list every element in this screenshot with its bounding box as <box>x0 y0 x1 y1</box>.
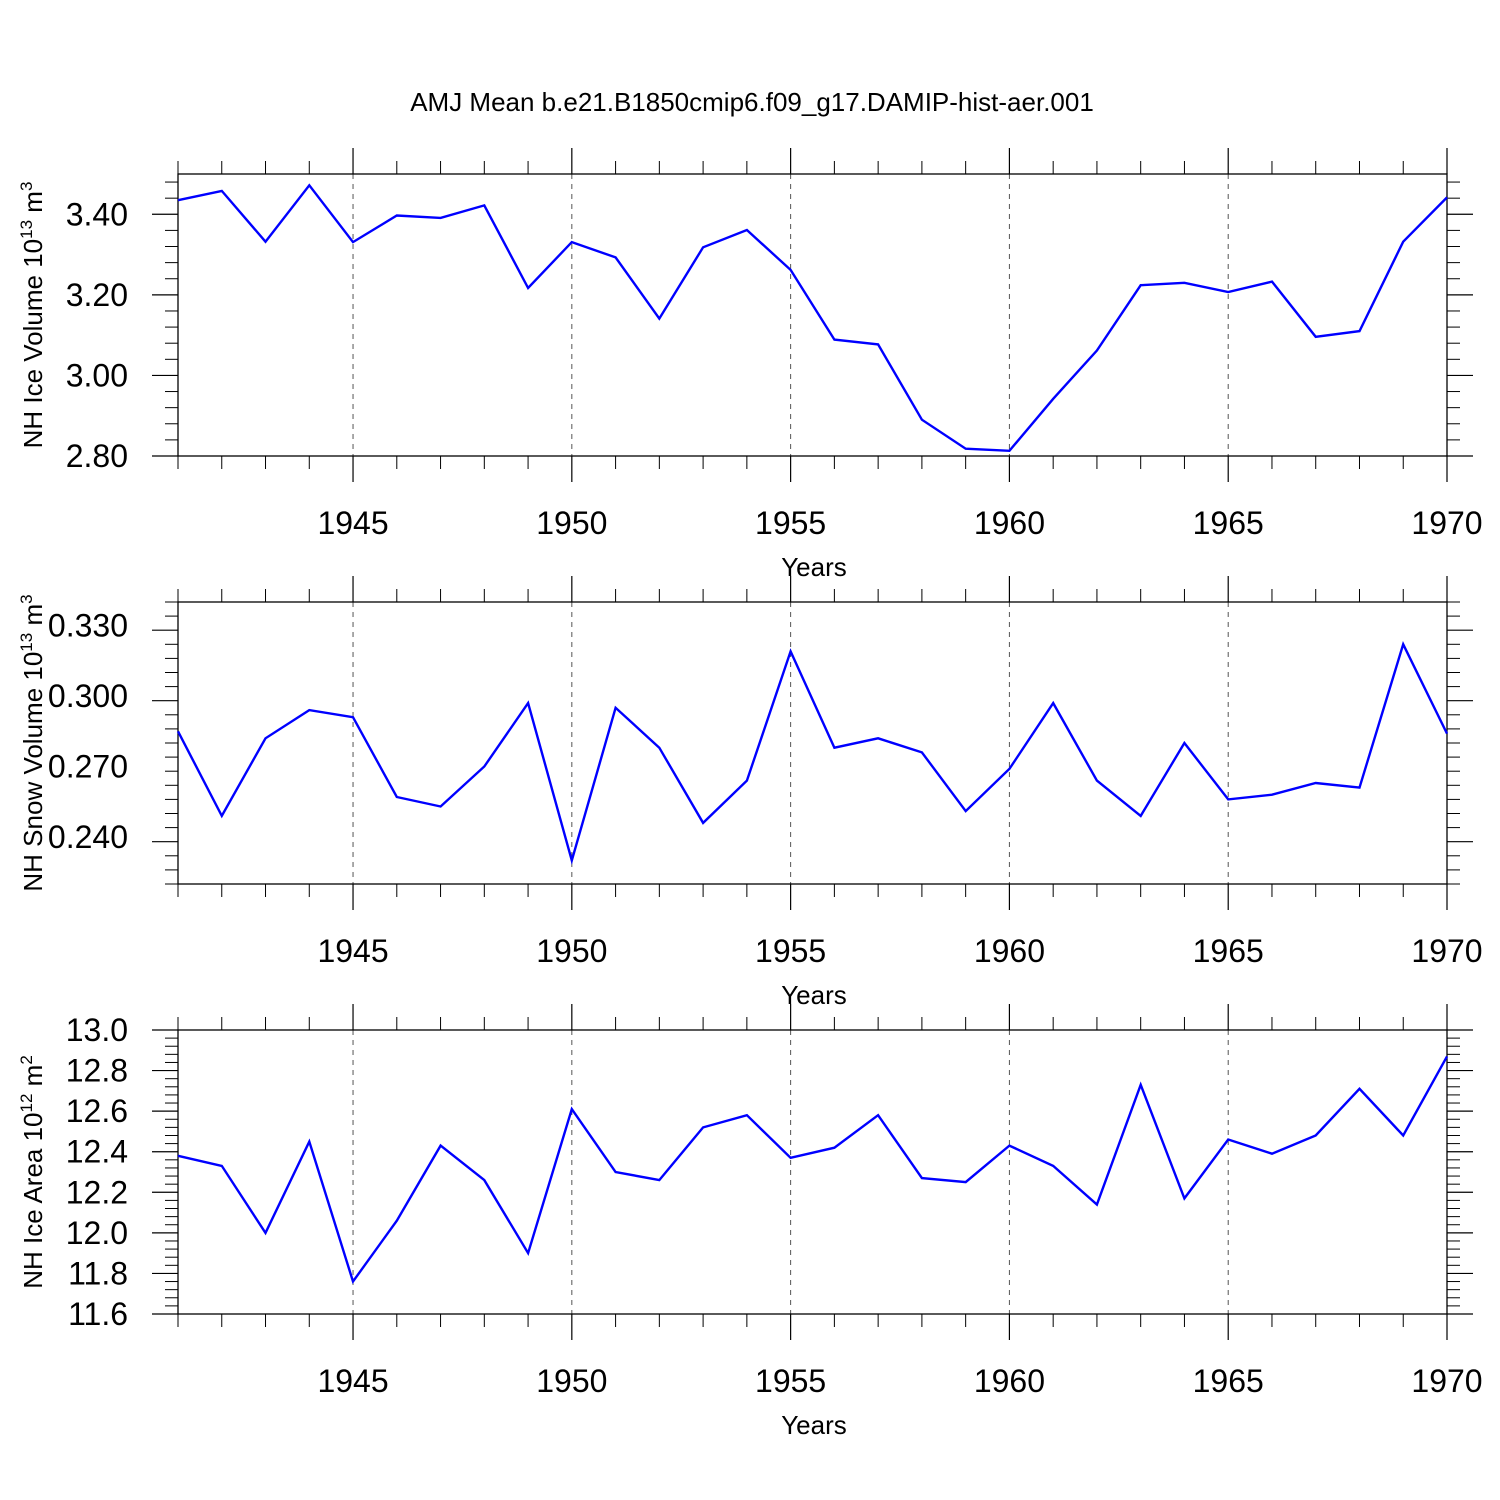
y-axis-label-main: NH Snow Volume 10 <box>18 652 48 892</box>
y-axis-label-exponent: 13 <box>17 220 36 239</box>
series-line <box>176 641 1449 865</box>
y-axis-label-exponent: 13 <box>17 633 36 652</box>
y-tick-label: 0.270 <box>48 749 128 785</box>
y-tick-label: 0.330 <box>48 608 128 644</box>
series-line <box>177 183 1448 453</box>
x-tick-label: 1960 <box>974 1363 1045 1399</box>
x-axis-label: Years <box>781 980 847 1010</box>
x-tick-label: 1965 <box>1193 1363 1264 1399</box>
y-tick-label: 3.20 <box>66 277 128 313</box>
y-tick-label: 12.6 <box>66 1093 128 1129</box>
x-tick-label: 1945 <box>317 933 388 969</box>
x-tick-label: 1970 <box>1411 933 1482 969</box>
x-tick-label: 1945 <box>317 505 388 541</box>
y-axis-label-main: NH Ice Area 10 <box>18 1112 48 1288</box>
y-axis-label-exponent: 12 <box>17 1094 36 1113</box>
y-tick-label: 2.80 <box>66 438 128 474</box>
x-tick-label: 1965 <box>1193 933 1264 969</box>
x-tick-label: 1945 <box>317 1363 388 1399</box>
y-tick-label: 0.300 <box>48 678 128 714</box>
plot-frame <box>177 1029 1448 1315</box>
panel-snow-volume: 1945 1950 1955 1960 1965 1970 0.240 0.270 0.300 0… <box>17 576 1483 1010</box>
y-tick-label: 11.8 <box>68 1255 128 1291</box>
y-axis-label-main: NH Ice Volume 10 <box>18 239 48 449</box>
y-tick-label: 11.6 <box>68 1296 128 1332</box>
y-axis-label-unit-exponent: 3 <box>17 594 36 603</box>
y-tick-label: 12.0 <box>66 1215 128 1251</box>
y-tick-label: 12.4 <box>66 1134 128 1170</box>
y-axis-label: NH Snow Volume 1013 m3 <box>17 594 48 891</box>
x-axis-label: Years <box>781 1410 847 1440</box>
y-axis-label-unit: m <box>18 1065 48 1094</box>
y-tick-label: 3.00 <box>66 357 128 393</box>
x-tick-label: 1965 <box>1193 505 1264 541</box>
x-tick-label: 1960 <box>974 933 1045 969</box>
x-tick-label: 1955 <box>755 505 826 541</box>
y-axis-label: NH Ice Area 1012 m2 <box>17 1055 48 1289</box>
plot-frame <box>177 173 1448 457</box>
panel-ice-volume: 1945 1950 1955 1960 1965 1970 2.80 3.00 3.20 3.40… <box>17 148 1483 582</box>
y-axis-label: NH Ice Volume 1013 m3 <box>17 182 48 449</box>
y-axis-label-unit-exponent: 3 <box>17 182 36 191</box>
y-axis-label-unit: m <box>18 604 48 633</box>
x-tick-label: 1950 <box>536 933 607 969</box>
y-tick-label: 12.2 <box>66 1174 128 1210</box>
y-tick-label: 12.8 <box>66 1053 128 1089</box>
y-axis-label-unit-exponent: 2 <box>17 1055 36 1064</box>
x-axis-label: Years <box>781 552 847 582</box>
panel-ice-area: 1945 1950 1955 1960 1965 1970 11.6 11.8 12.0 12.2… <box>17 1004 1483 1440</box>
x-tick-label: 1955 <box>755 933 826 969</box>
x-tick-label: 1970 <box>1411 1363 1482 1399</box>
series-line <box>177 1055 1449 1285</box>
y-axis-label-unit: m <box>18 191 48 220</box>
x-tick-label: 1970 <box>1411 505 1482 541</box>
figure-title: AMJ Mean b.e21.B1850cmip6.f09_g17.DAMIP-… <box>410 87 1094 117</box>
x-tick-label: 1955 <box>755 1363 826 1399</box>
y-tick-label: 13.0 <box>66 1012 128 1048</box>
x-tick-label: 1960 <box>974 505 1045 541</box>
y-tick-label: 0.240 <box>48 819 128 855</box>
x-tick-label: 1950 <box>536 505 607 541</box>
y-tick-label: 3.40 <box>66 196 128 232</box>
x-tick-label: 1950 <box>536 1363 607 1399</box>
